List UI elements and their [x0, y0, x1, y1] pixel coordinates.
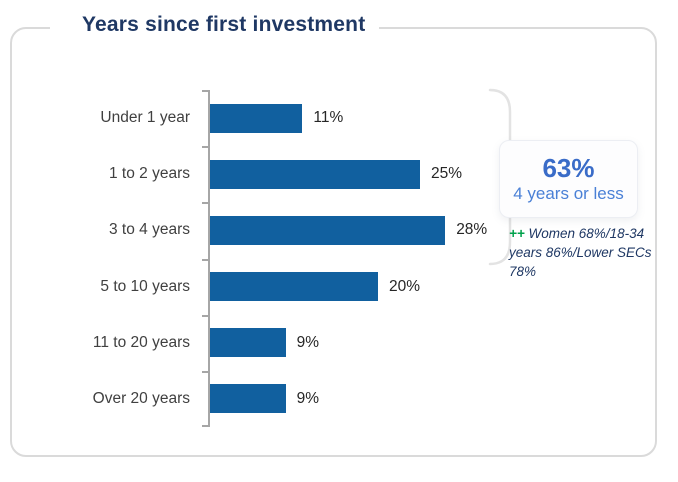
axis-tick [202, 425, 209, 427]
bar-value-label: 20% [389, 277, 421, 295]
category-axis-line [208, 90, 210, 427]
category-label: 3 to 4 years [109, 221, 190, 239]
bar-chart: Under 1 year 11% 1 to 2 years 25% 3 to 4 yea… [12, 90, 655, 427]
bar [210, 103, 303, 133]
axis-tick [202, 315, 209, 317]
subgroup-note: ++ Women 68%/18-34 years 86%/Lower SECs … [509, 225, 655, 282]
bar-value-label: 9% [296, 333, 319, 351]
category-label: Over 20 years [92, 389, 190, 407]
bar-row: 5 to 10 years 20% [12, 259, 655, 315]
axis-tick [202, 90, 209, 92]
bar-track: 28% [12, 215, 655, 245]
axis-tick [202, 259, 209, 261]
chart-title: Years since first investment [50, 13, 380, 37]
summary-callout: 63% 4 years or less [499, 140, 638, 218]
bar-row: Under 1 year 11% [12, 90, 655, 146]
bar-track: 9% [12, 384, 655, 414]
bar-value-label: 28% [456, 221, 488, 239]
bar [210, 384, 286, 414]
note-plus-marker: ++ [509, 226, 525, 241]
category-label: 11 to 20 years [92, 333, 190, 351]
bar-row: 11 to 20 years 9% [12, 315, 655, 371]
bar [210, 328, 286, 358]
category-label: 1 to 2 years [109, 165, 190, 183]
bar [210, 272, 378, 302]
bar-value-label: 25% [431, 165, 463, 183]
bar-row: Over 20 years 9% [12, 371, 655, 427]
bar [210, 215, 446, 245]
summary-callout-label: 4 years or less [513, 184, 624, 204]
summary-callout-value: 63% [542, 152, 595, 183]
category-label: 5 to 10 years [100, 277, 190, 295]
axis-tick [202, 371, 209, 373]
axis-tick [202, 146, 209, 148]
bar [210, 159, 420, 189]
bar-track: 20% [12, 272, 655, 302]
category-label: Under 1 year [100, 109, 190, 127]
bar-value-label: 11% [313, 109, 344, 127]
bar-track: 25% [12, 159, 655, 189]
bar-track: 9% [12, 328, 655, 358]
bar-row: 3 to 4 years 28% [12, 202, 655, 258]
note-text: Women 68%/18-34 years 86%/Lower SECs 78% [509, 226, 652, 279]
chart-card: Years since first investment Under 1 yea… [10, 13, 657, 457]
bar-rows: Under 1 year 11% 1 to 2 years 25% 3 to 4 yea… [12, 90, 655, 427]
axis-tick [202, 202, 209, 204]
bar-value-label: 9% [296, 389, 319, 407]
bar-track: 11% [12, 103, 655, 133]
bar-row: 1 to 2 years 25% [12, 146, 655, 202]
